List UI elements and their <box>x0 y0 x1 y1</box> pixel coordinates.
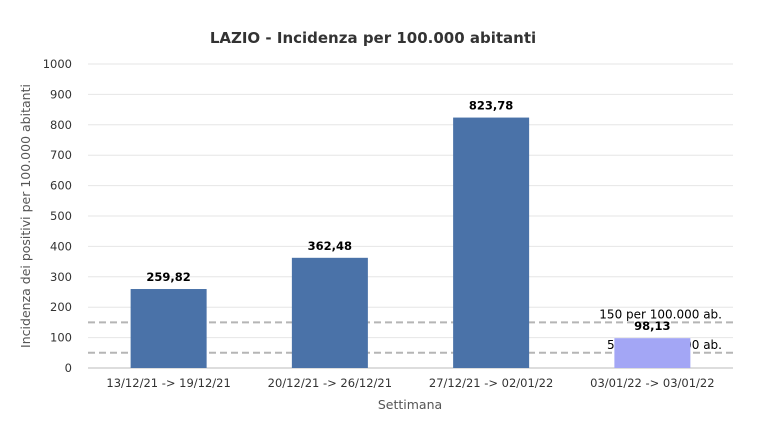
reference-line-label: 150 per 100.000 ab. <box>599 307 722 321</box>
x-tick-label: 27/12/21 -> 02/01/22 <box>429 376 553 390</box>
x-axis-title: Settimana <box>378 397 442 412</box>
y-tick-label: 900 <box>50 87 72 101</box>
y-tick-label: 100 <box>50 331 72 345</box>
bar <box>130 289 207 368</box>
y-tick-label: 500 <box>50 209 72 223</box>
chart-title: LAZIO - Incidenza per 100.000 abitanti <box>210 29 536 47</box>
y-axis-title: Incidenza dei positivi per 100.000 abita… <box>18 84 33 348</box>
y-tick-label: 600 <box>50 179 72 193</box>
x-tick-label: 13/12/21 -> 19/12/21 <box>106 376 230 390</box>
data-label: 823,78 <box>469 99 513 113</box>
bar <box>614 338 691 368</box>
y-axis-ticks: 0 100 200 300 400 500 600 700 800 900 1000 <box>43 57 72 375</box>
data-label: 259,82 <box>146 270 190 284</box>
data-label: 98,13 <box>634 319 670 333</box>
bar <box>291 257 368 368</box>
x-tick-label: 03/01/22 -> 03/01/22 <box>590 376 714 390</box>
y-tick-label: 400 <box>50 239 72 253</box>
bar <box>453 117 530 368</box>
x-tick-label: 20/12/21 -> 26/12/21 <box>268 376 392 390</box>
y-tick-label: 700 <box>50 148 72 162</box>
y-tick-label: 800 <box>50 118 72 132</box>
y-tick-label: 200 <box>50 300 72 314</box>
y-tick-label: 300 <box>50 270 72 284</box>
data-label: 362,48 <box>308 239 352 253</box>
y-tick-label: 1000 <box>43 57 72 71</box>
data-labels: 259,82 362,48 823,78 98,13 <box>146 99 670 334</box>
x-axis-ticks: 13/12/21 -> 19/12/21 20/12/21 -> 26/12/21… <box>106 376 714 390</box>
y-tick-label: 0 <box>65 361 72 375</box>
bars <box>130 117 691 368</box>
